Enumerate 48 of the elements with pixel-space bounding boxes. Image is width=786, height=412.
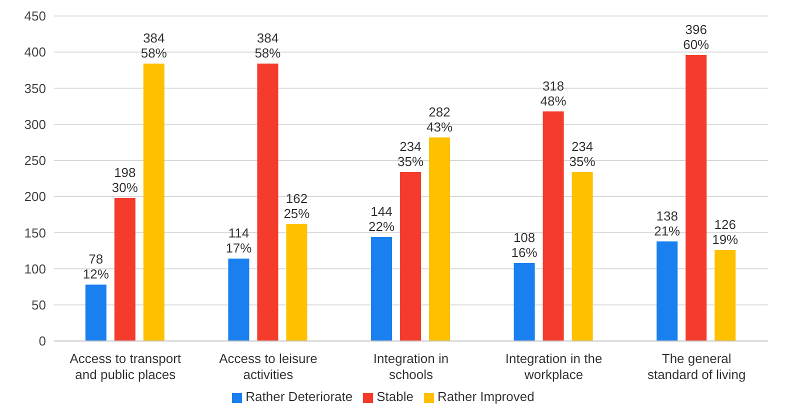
x-tick-label: Access to transport and public places xyxy=(70,351,182,382)
data-label: 384 58% xyxy=(254,30,282,61)
legend-label: Rather Improved xyxy=(438,389,534,404)
bar xyxy=(514,263,535,341)
legend-label: Stable xyxy=(376,389,414,404)
bar xyxy=(572,172,593,341)
bar xyxy=(228,258,250,341)
bar xyxy=(257,64,278,341)
bar xyxy=(85,284,106,341)
x-tick-label: The general standard of living xyxy=(647,351,746,382)
y-tick-label: 400 xyxy=(24,44,46,60)
legend-label: Rather Deteriorate xyxy=(246,389,353,404)
data-label: 318 48% xyxy=(540,78,567,108)
data-label: 198 30% xyxy=(112,165,138,195)
data-label: 138 21% xyxy=(654,208,681,238)
data-label: 234 35% xyxy=(398,139,424,169)
bar xyxy=(656,241,678,341)
data-label: 114 17% xyxy=(226,226,252,256)
bar xyxy=(542,111,564,341)
data-label: 162 25% xyxy=(284,191,310,221)
bar xyxy=(686,55,707,341)
bar xyxy=(114,198,136,341)
y-tick-label: 300 xyxy=(24,116,46,132)
y-tick-label: 350 xyxy=(24,80,46,96)
bar xyxy=(400,172,422,341)
x-tick-label: Integration in the workplace xyxy=(505,351,602,382)
x-tick-label: Integration in schools xyxy=(373,351,449,382)
y-tick-label: 250 xyxy=(24,153,46,168)
data-label: 126 19% xyxy=(712,217,739,247)
y-tick-label: 50 xyxy=(32,298,46,313)
data-label: 144 22% xyxy=(368,204,395,234)
bar xyxy=(286,224,308,341)
x-tick-label: Access to leisure activities xyxy=(219,351,318,382)
y-tick-label: 150 xyxy=(24,225,46,240)
y-tick-label: 200 xyxy=(24,189,46,204)
y-tick-label: 0 xyxy=(38,334,46,349)
bar xyxy=(143,64,164,341)
bar xyxy=(714,250,736,341)
y-tick-label: 100 xyxy=(24,261,46,276)
data-label: 234 35% xyxy=(569,139,596,169)
bar xyxy=(371,237,392,341)
bar xyxy=(429,137,450,341)
y-tick-label: 450 xyxy=(24,8,46,24)
data-label: 384 58% xyxy=(140,30,168,61)
data-label: 108 16% xyxy=(511,230,538,260)
data-label: 396 60% xyxy=(683,22,710,52)
data-label: 78 12% xyxy=(82,252,110,282)
data-label: 282 43% xyxy=(426,104,453,134)
